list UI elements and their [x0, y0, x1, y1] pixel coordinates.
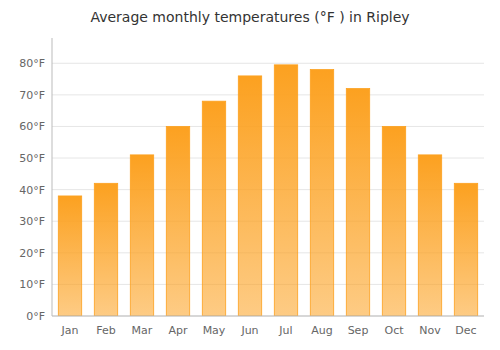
x-tick-label: Jul — [278, 324, 292, 337]
y-tick-label: 30°F — [19, 215, 45, 228]
bar — [454, 183, 477, 316]
x-tick-label: Mar — [132, 324, 153, 337]
y-tick-label: 40°F — [19, 184, 45, 197]
y-tick-label: 60°F — [19, 120, 45, 133]
bar — [310, 70, 333, 316]
x-tick-label: Dec — [455, 324, 476, 337]
x-tick-label: Sep — [348, 324, 369, 337]
x-tick-label: Oct — [384, 324, 404, 337]
grid-line — [52, 63, 484, 64]
bars — [58, 65, 477, 316]
x-tick-label: Nov — [419, 324, 441, 337]
y-tick-label: 0°F — [26, 310, 45, 323]
bar — [58, 196, 81, 316]
x-tick-label: Feb — [96, 324, 115, 337]
x-axis: Jan Feb Mar Apr May Jun Jul Aug Sep Oct Nov Dec — [52, 316, 484, 337]
y-tick-label: 80°F — [19, 57, 45, 70]
title: Average monthly temperatures (°F ) in Ri… — [90, 9, 409, 25]
bar — [382, 126, 405, 316]
grid-line — [52, 94, 484, 95]
bar — [94, 183, 117, 316]
y-axis-line — [52, 38, 53, 316]
x-tick-label: Jan — [61, 324, 79, 337]
bar — [418, 155, 441, 316]
x-tick-label: Apr — [168, 324, 188, 337]
y-tick-label: 10°F — [19, 278, 45, 291]
bar — [130, 155, 153, 316]
x-tick-label: Jun — [240, 324, 258, 337]
bar — [166, 126, 189, 316]
y-tick-label: 50°F — [19, 152, 45, 165]
y-tick-label: 70°F — [19, 89, 45, 102]
x-tick-label: May — [203, 324, 226, 337]
x-tick-label: Aug — [311, 324, 332, 337]
bar — [274, 65, 297, 316]
y-axis: 0°F 10°F 20°F 30°F 40°F 50°F 60°F 70°F 80°F — [19, 38, 52, 323]
grid-line — [52, 126, 484, 127]
bar — [238, 76, 261, 316]
y-tick-label: 20°F — [19, 247, 45, 260]
chart: Average monthly temperatures (°F ) in Ri… — [0, 0, 500, 350]
bar — [202, 101, 225, 316]
x-axis-line — [52, 316, 484, 317]
bar — [346, 89, 369, 316]
grid — [52, 63, 484, 316]
grid-line — [52, 316, 484, 317]
